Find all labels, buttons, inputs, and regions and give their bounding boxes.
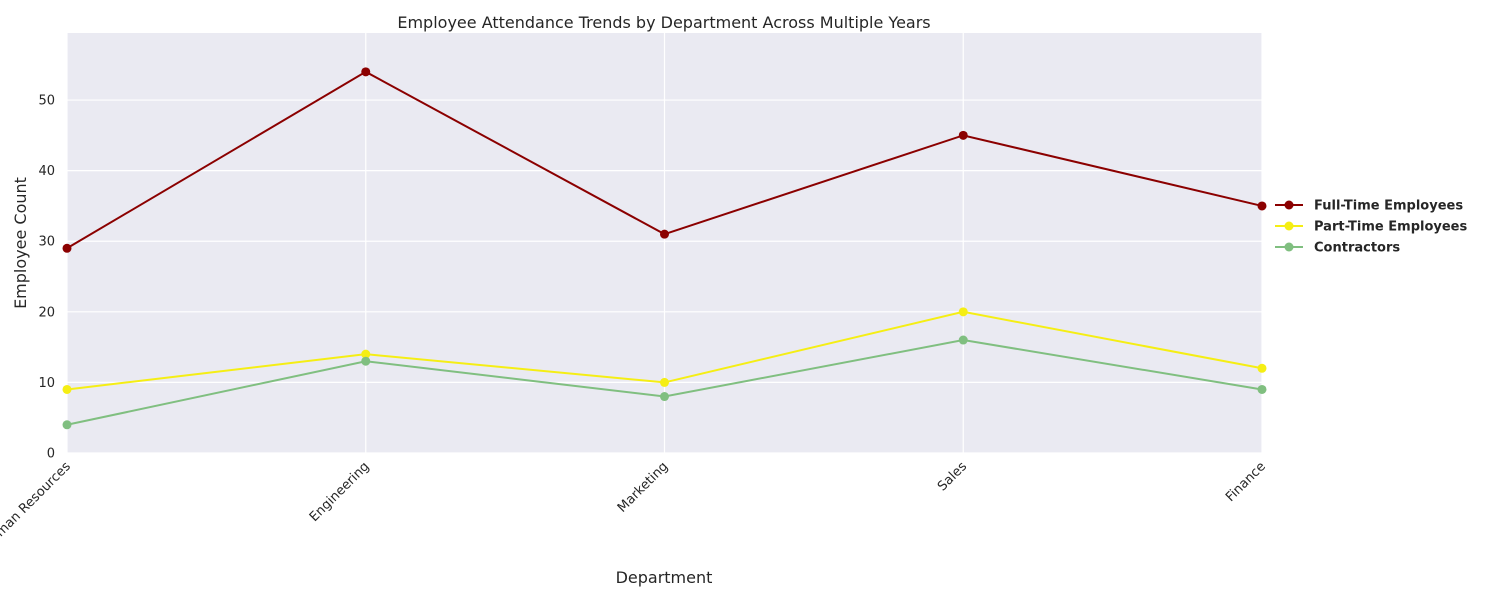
legend-marker bbox=[1284, 242, 1294, 252]
series-part-time-employees bbox=[62, 307, 1267, 394]
x-tick-label: Human Resources bbox=[0, 459, 74, 553]
data-point bbox=[958, 307, 968, 317]
x-tick-label: Marketing bbox=[615, 459, 671, 515]
legend-item: Contractors bbox=[1275, 241, 1400, 256]
data-point bbox=[62, 420, 72, 430]
data-point bbox=[361, 349, 371, 359]
legend-marker bbox=[1284, 200, 1294, 210]
y-tick-label: 30 bbox=[38, 235, 55, 250]
data-point bbox=[62, 384, 72, 394]
data-point bbox=[958, 130, 968, 140]
series-full-time-employees bbox=[62, 67, 1267, 253]
chart-title: Employee Attendance Trends by Department… bbox=[397, 13, 930, 32]
x-axis-ticks: Human Resources Engineering Marketing Sales… bbox=[0, 459, 1269, 553]
legend-label: Part-Time Employees bbox=[1314, 220, 1468, 235]
legend-item: Part-Time Employees bbox=[1275, 220, 1468, 235]
y-axis-ticks: 0 10 20 30 40 50 bbox=[38, 94, 55, 462]
y-tick-label: 20 bbox=[38, 305, 55, 320]
data-point bbox=[660, 377, 669, 387]
data-point bbox=[361, 67, 371, 77]
data-point bbox=[62, 243, 72, 253]
series-contractors bbox=[62, 335, 1267, 430]
data-point bbox=[361, 356, 371, 366]
x-tick-label: Engineering bbox=[307, 459, 373, 525]
series-group bbox=[62, 67, 1267, 430]
legend-label: Full-Time Employees bbox=[1314, 199, 1463, 214]
y-tick-label: 40 bbox=[38, 164, 55, 179]
legend: Full-Time Employees Part-Time Employees Co… bbox=[1275, 199, 1468, 256]
data-point bbox=[660, 392, 669, 402]
legend-item: Full-Time Employees bbox=[1275, 199, 1463, 214]
y-axis-title: Employee Count bbox=[11, 177, 30, 309]
y-tick-label: 50 bbox=[38, 94, 55, 109]
data-point bbox=[660, 229, 669, 239]
x-tick-label: Finance bbox=[1223, 459, 1269, 505]
data-point bbox=[1257, 384, 1267, 394]
legend-marker bbox=[1284, 221, 1294, 231]
data-point bbox=[1257, 201, 1267, 211]
x-tick-label: Sales bbox=[935, 459, 970, 494]
legend-label: Contractors bbox=[1314, 241, 1400, 256]
y-tick-label: 0 bbox=[47, 447, 55, 462]
data-point bbox=[958, 335, 968, 345]
x-axis-title: Department bbox=[616, 568, 713, 587]
y-tick-label: 10 bbox=[38, 376, 55, 391]
data-point bbox=[1257, 363, 1267, 373]
